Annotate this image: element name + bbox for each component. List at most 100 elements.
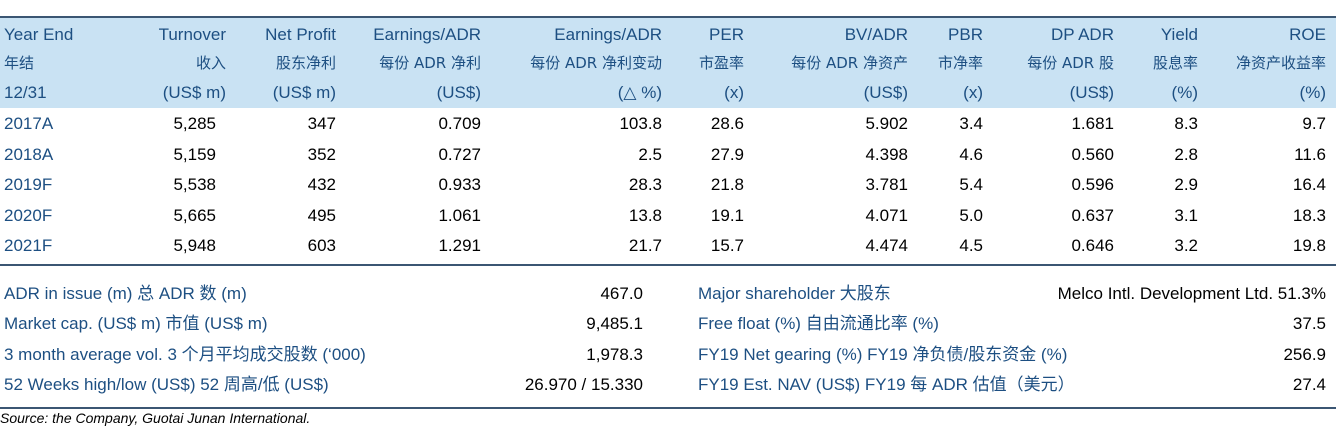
divider (0, 264, 1336, 266)
value-cell: 2.5 (638, 144, 662, 164)
value-cell: 5,538 (173, 175, 216, 194)
value-cell: 0.709 (438, 114, 481, 133)
value-cell: 432 (307, 175, 336, 194)
value-cell: 9.7 (1302, 114, 1326, 133)
header-cell: BV/ADR (844, 25, 908, 44)
header-cell: Earnings/ADR (373, 25, 481, 44)
value-cell: 1.291 (438, 236, 481, 255)
value-cell: 18.3 (1292, 205, 1326, 225)
value-cell: 352 (307, 144, 336, 164)
value-cell: 4.398 (865, 144, 908, 164)
summary-value: Melco Intl. Development Ltd. 51.3% (1057, 284, 1326, 303)
summary-label: Major shareholder 大股东 (698, 284, 891, 303)
header-cell: Net Profit (265, 25, 336, 44)
header-cell: PBR (948, 25, 983, 44)
value-cell: 0.727 (438, 144, 481, 164)
divider (0, 407, 1336, 409)
summary-row: ADR in issue (m) 总 ADR 数 (m) 467.0 Major s… (0, 279, 1336, 309)
value-cell: 4.6 (959, 144, 983, 164)
value-cell: 0.637 (1071, 205, 1114, 225)
header-cell: (US$ m) (272, 83, 336, 102)
header-cell: 净资产收益率 (1235, 54, 1326, 72)
header-cell: DP ADR (1051, 25, 1114, 44)
year-cell: 2020F (4, 205, 53, 225)
summary-label: Free float (%) 自由流通比率 (%) (698, 314, 939, 334)
header-cell: 股东净利 (275, 54, 336, 72)
value-cell: 5,948 (173, 236, 216, 255)
summary-row: 3 month average vol. 3 个月平均成交股数 (‘000) 1,… (0, 340, 1336, 370)
summary-label: Market cap. (US$ m) 市值 (US$ m) (4, 314, 268, 334)
header-cell: 每份 ADR 股 (1027, 54, 1114, 72)
value-cell: 5,159 (173, 144, 216, 164)
summary-value: 467.0 (600, 284, 643, 303)
value-cell: 347 (307, 114, 336, 133)
header-cell: ROE (1289, 25, 1326, 44)
value-cell: 603 (307, 236, 336, 255)
header-cell: PER (709, 25, 744, 44)
table-header: Year End Turnover Net Profit Earnings/AD… (0, 16, 1336, 108)
value-cell: 8.3 (1174, 114, 1198, 133)
summary-label: FY19 Est. NAV (US$) FY19 每 ADR 估值（美元） (698, 374, 1075, 394)
value-cell: 21.7 (628, 236, 662, 255)
year-cell: 2019F (4, 175, 53, 194)
header-cell: Yield (1160, 25, 1198, 44)
header-cell: Earnings/ADR (554, 25, 662, 44)
summary-value: 27.4 (1292, 374, 1326, 394)
value-cell: 3.781 (865, 175, 908, 194)
summary-label: 3 month average vol. 3 个月平均成交股数 (‘000) (4, 344, 366, 364)
value-cell: 28.6 (710, 114, 744, 133)
value-cell: 2.8 (1174, 144, 1198, 164)
header-row-en: Year End Turnover Net Profit Earnings/AD… (0, 20, 1336, 49)
header-cell: (US$) (436, 83, 481, 102)
summary-value: 1,978.3 (586, 344, 643, 364)
header-cell: (US$) (1069, 83, 1114, 102)
year-cell: 2017A (4, 114, 54, 133)
table-row: 2019F 5,538 432 0.933 28.3 21.8 3.781 5.4 0.596 2… (0, 169, 1336, 200)
value-cell: 19.1 (710, 205, 744, 225)
value-cell: 4.474 (865, 236, 908, 255)
header-cell: 股息率 (1152, 54, 1198, 72)
header-cell: (%) (1299, 83, 1326, 102)
summary-value: 9,485.1 (586, 314, 643, 334)
table-row: 2017A 5,285 347 0.709 103.8 28.6 5.902 3.4 1.681… (0, 108, 1336, 139)
summary-value: 37.5 (1292, 314, 1326, 334)
value-cell: 16.4 (1292, 175, 1326, 194)
value-cell: 495 (307, 205, 336, 225)
table-row: 2021F 5,948 603 1.291 21.7 15.7 4.474 4.5 0.646 3… (0, 230, 1336, 261)
value-cell: 0.933 (438, 175, 481, 194)
value-cell: 4.071 (865, 205, 908, 225)
table-row: 2018A 5,159 352 0.727 2.5 27.9 4.398 4.6 0.560 2.… (0, 139, 1336, 170)
summary-label: ADR in issue (m) 总 ADR 数 (m) (4, 284, 247, 303)
header-cell: Year End (4, 25, 74, 44)
header-row-cn: 年结 收入 股东净利 每份 ADR 净利 每份 ADR 净利变动 市盈率 每份 … (0, 49, 1336, 78)
header-cell: (US$ m) (162, 83, 226, 102)
header-cell: 每份 ADR 净资产 (791, 54, 908, 72)
value-cell: 21.8 (710, 175, 744, 194)
summary-row: Market cap. (US$ m) 市值 (US$ m) 9,485.1 Fre… (0, 309, 1336, 339)
header-cell: 12/31 (4, 83, 47, 102)
value-cell: 0.560 (1071, 144, 1114, 164)
summary-value: 26.970 / 15.330 (524, 374, 643, 394)
year-cell: 2018A (4, 144, 54, 164)
source-note: Source: the Company, Guotai Junan Intern… (0, 410, 311, 426)
header-row-units: 12/31 (US$ m) (US$ m) (US$) (△ %) (x) (U… (0, 78, 1336, 107)
header-cell: (x) (724, 83, 744, 102)
summary-row: 52 Weeks high/low (US$) 52 周高/低 (US$) 26.… (0, 370, 1336, 400)
value-cell: 1.061 (438, 205, 481, 225)
value-cell: 28.3 (628, 175, 662, 194)
value-cell: 5.902 (865, 114, 908, 133)
value-cell: 3.2 (1174, 236, 1198, 255)
value-cell: 11.6 (1294, 144, 1326, 164)
value-cell: 27.9 (710, 144, 744, 164)
value-cell: 4.5 (959, 236, 983, 255)
value-cell: 5,665 (173, 205, 216, 225)
header-cell: (△ %) (617, 83, 662, 102)
value-cell: 5,285 (173, 114, 216, 133)
header-cell: (%) (1171, 83, 1198, 102)
value-cell: 1.681 (1071, 114, 1114, 133)
year-cell: 2021F (4, 236, 53, 255)
value-cell: 13.8 (628, 205, 662, 225)
value-cell: 0.596 (1071, 175, 1114, 194)
header-cell: (x) (963, 83, 983, 102)
header-cell: Turnover (158, 25, 226, 44)
